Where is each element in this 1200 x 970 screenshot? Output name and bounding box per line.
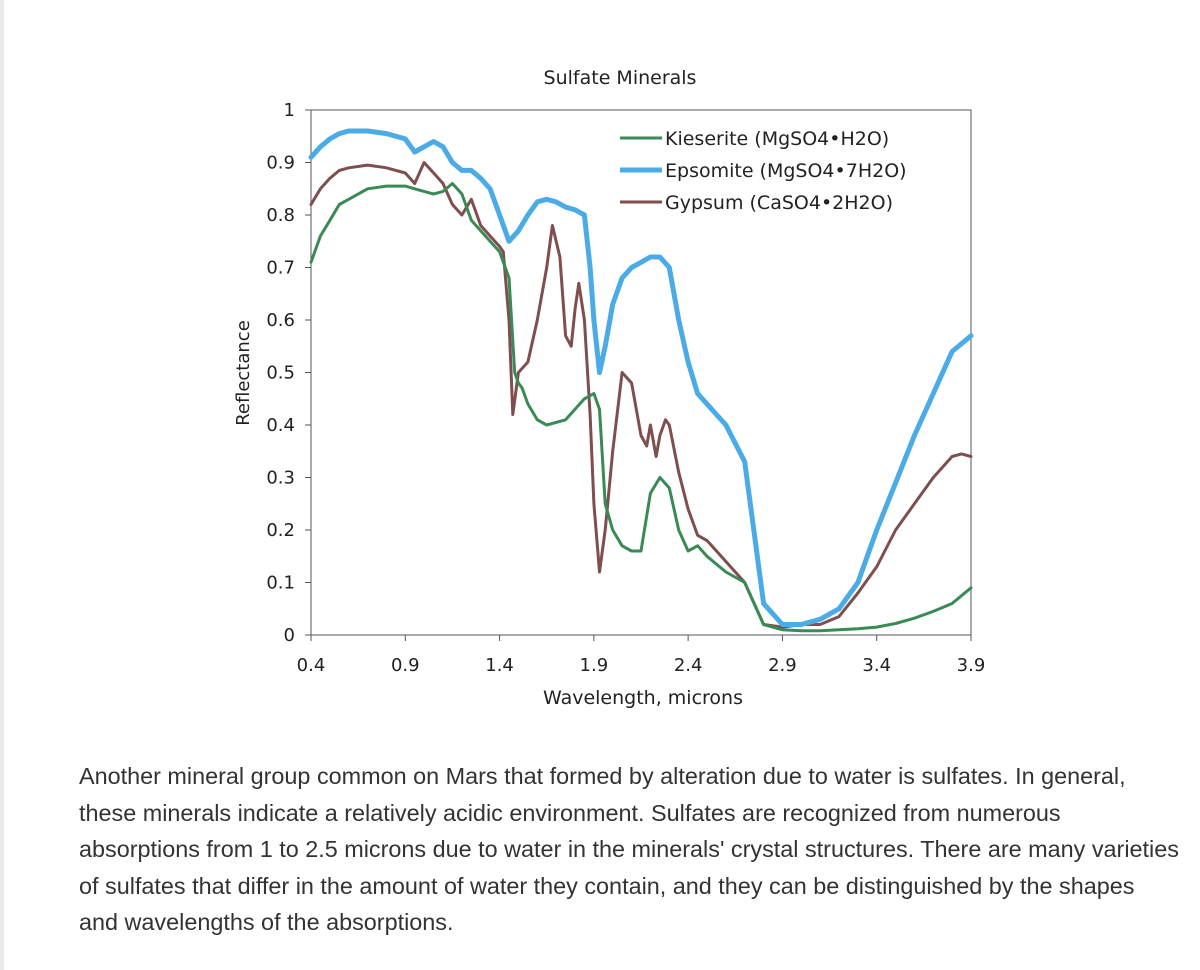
legend: Kieserite (MgSO4•H2O) Epsomite (MgSO4•7H2… [620, 128, 907, 214]
series-line-3 [309, 161, 973, 629]
x-tick-label: 2.4 [674, 655, 703, 676]
y-axis-label: Reflectance [233, 320, 254, 426]
legend-label: Gypsum (CaSO4•2H2O) [665, 192, 893, 214]
y-axis: 0 0.1 0.2 0.3 0.4 0.5 0.6 0.7 0.8 0.9 1 [266, 100, 311, 646]
y-tick-label: 0.6 [266, 310, 295, 331]
y-tick-label: 0.4 [266, 415, 295, 436]
x-axis-label: Wavelength, microns [543, 687, 743, 709]
x-tick-label: 0.4 [297, 655, 326, 676]
y-tick-label: 0.7 [266, 258, 295, 279]
y-tick-label: 1 [284, 100, 295, 121]
x-tick-label: 3.9 [957, 655, 986, 676]
x-axis: 0.4 0.9 1.4 1.9 2.4 2.9 3.4 3.9 [297, 635, 986, 676]
page-left-border [0, 0, 4, 970]
description-paragraph: Another mineral group common on Mars tha… [79, 763, 1179, 935]
series-lines [308, 128, 974, 633]
y-tick-label: 0.3 [266, 468, 295, 489]
series-line-2 [308, 128, 974, 627]
chart-title: Sulfate Minerals [544, 67, 697, 89]
legend-label: Kieserite (MgSO4•H2O) [665, 128, 889, 150]
series-line-1 [309, 182, 973, 633]
legend-label: Epsomite (MgSO4•7H2O) [665, 160, 907, 182]
chart-svg: Sulfate Minerals Reflectance Wavelength,… [233, 67, 986, 709]
y-tick-label: 0 [284, 625, 295, 646]
y-tick-label: 0.5 [266, 363, 295, 384]
y-tick-label: 0.1 [266, 573, 295, 594]
y-tick-label: 0.9 [266, 153, 295, 174]
y-tick-label: 0.8 [266, 205, 295, 226]
x-tick-label: 1.4 [485, 655, 514, 676]
x-tick-label: 3.4 [862, 655, 891, 676]
x-tick-label: 2.9 [768, 655, 797, 676]
sulfate-chart: Sulfate Minerals Reflectance Wavelength,… [233, 67, 986, 709]
y-tick-label: 0.2 [266, 520, 295, 541]
x-tick-label: 1.9 [580, 655, 609, 676]
x-tick-label: 0.9 [391, 655, 420, 676]
